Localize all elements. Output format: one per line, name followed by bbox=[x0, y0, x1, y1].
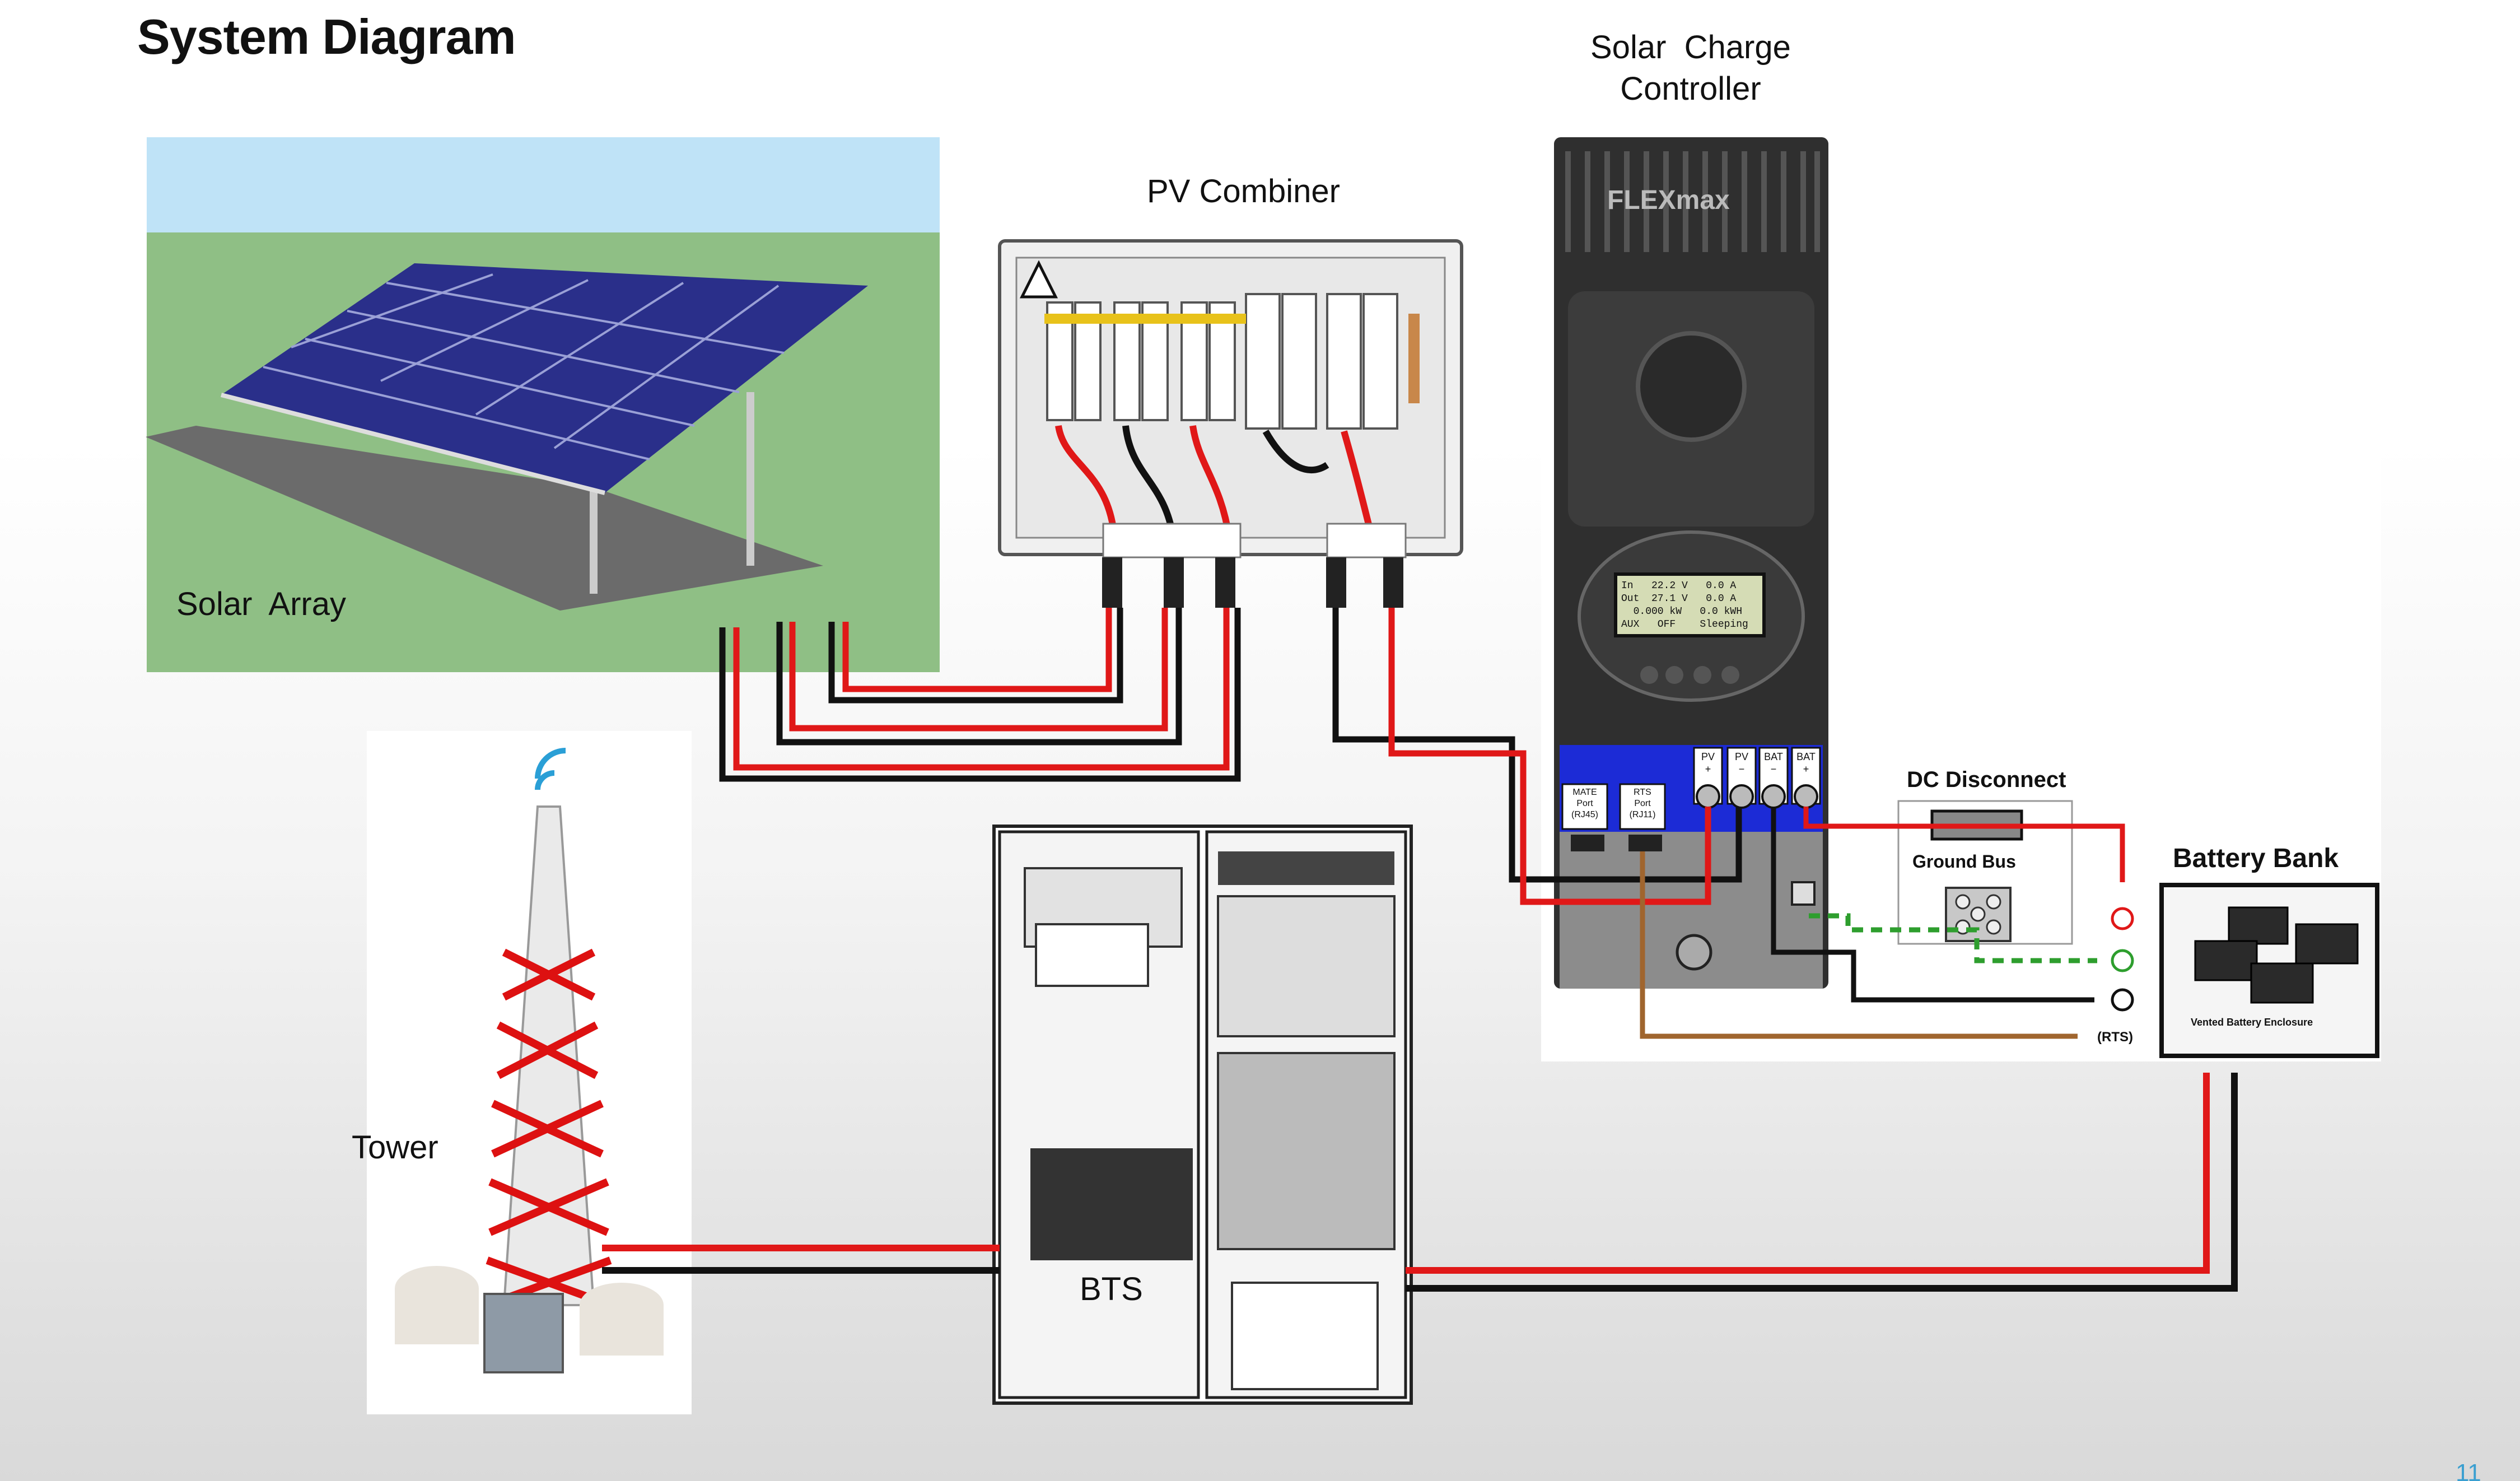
tower-label: Tower bbox=[352, 1129, 438, 1166]
battery-bank-image bbox=[2159, 883, 2379, 1058]
pv-string-wires bbox=[719, 608, 1241, 782]
pv-combiner-label: PV Combiner bbox=[1147, 173, 1340, 209]
display-line-1: In 22.2 V 0.0 A bbox=[1621, 580, 1737, 592]
pv-combiner-image bbox=[998, 239, 1463, 608]
battery-bank-label: Battery Bank bbox=[2173, 844, 2339, 873]
pv-output-wires bbox=[1332, 608, 1742, 905]
charge-controller-label: Solar Charge Controller bbox=[1590, 29, 1791, 107]
mate-port-label: MATE Port (RJ45) bbox=[1571, 788, 1598, 819]
bts-label: BTS bbox=[1080, 1271, 1143, 1307]
dc-disconnect-image bbox=[1897, 800, 2073, 945]
dc-disconnect-label: DC Disconnect bbox=[1907, 767, 2066, 792]
display-line-4: AUX OFF Sleeping bbox=[1621, 619, 1748, 630]
battery-enclosure-label: Vented Battery Enclosure bbox=[2191, 1017, 2313, 1028]
page-number: 11 bbox=[2456, 1459, 2481, 1481]
battery-wires bbox=[1640, 807, 2125, 1039]
bts-image bbox=[992, 825, 1413, 1405]
pv-minus-label: PV − bbox=[1734, 751, 1748, 775]
ground-terminal bbox=[2111, 949, 2134, 972]
bts-feed-wires bbox=[602, 1073, 2238, 1292]
bat-plus-terminal bbox=[2111, 907, 2134, 930]
tower-image bbox=[367, 731, 692, 1414]
rts-label: (RTS) bbox=[2097, 1030, 2133, 1045]
solar-array-label: Solar Array bbox=[176, 586, 346, 622]
controller-display: In 22.2 V 0.0 A Out 27.1 V 0.0 A 0.000 k… bbox=[1621, 580, 1748, 631]
rts-port-label: RTS Port (RJ11) bbox=[1629, 788, 1656, 819]
bat-plus-label: BAT + bbox=[1796, 751, 1816, 775]
solar-array-image bbox=[146, 137, 940, 672]
pv-plus-label: PV + bbox=[1701, 751, 1715, 775]
display-line-3: 0.000 kW 0.0 kWH bbox=[1621, 606, 1743, 617]
display-line-2: Out 27.1 V 0.0 A bbox=[1621, 593, 1737, 604]
bat-minus-label: BAT − bbox=[1764, 751, 1783, 775]
page-title: System Diagram bbox=[137, 9, 516, 64]
controller-brand-label: FLEXmax bbox=[1607, 185, 1730, 215]
bat-minus-terminal bbox=[2111, 988, 2134, 1012]
ground-bus-label: Ground Bus bbox=[1912, 851, 2016, 872]
